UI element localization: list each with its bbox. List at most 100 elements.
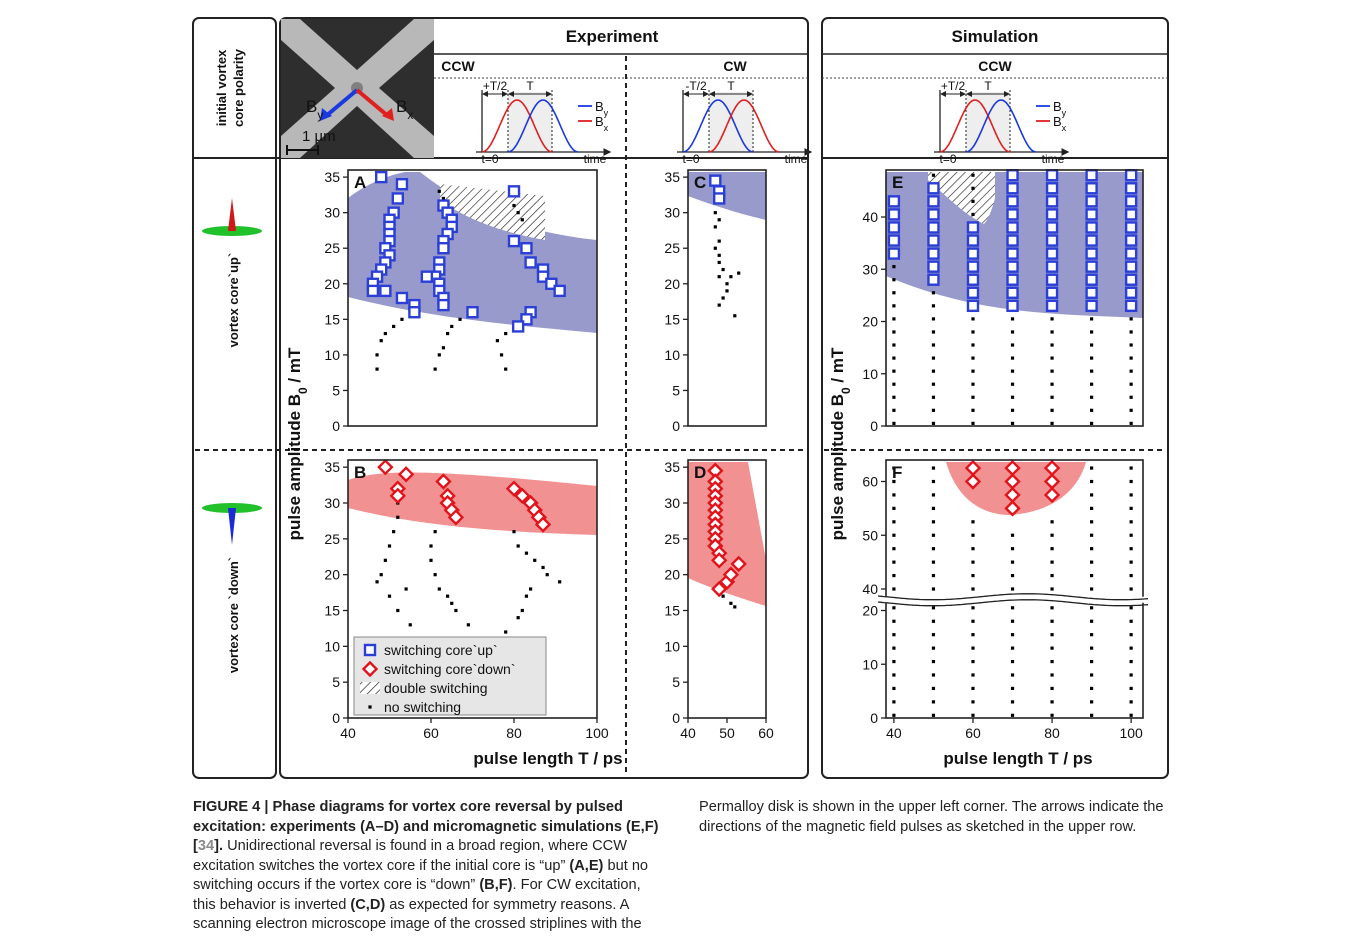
caption-segment: as expected for symmetry reasons. A scan…	[193, 799, 1164, 932]
no-switch-point	[1090, 646, 1094, 650]
y-tick-label: 25	[324, 240, 340, 256]
y-tick-label: 5	[672, 674, 680, 690]
no-switch-point	[1050, 533, 1054, 537]
no-switch-point	[1090, 408, 1094, 412]
switch-up-point	[927, 221, 940, 234]
shift-label: +T/2	[941, 79, 966, 93]
y-tick-label: 15	[664, 311, 680, 327]
switch-up-point	[507, 185, 521, 198]
no-switch-point	[1129, 659, 1133, 664]
no-switch-point	[931, 520, 936, 524]
y-tick-label: 35	[324, 169, 340, 185]
panel-label: B	[354, 463, 366, 482]
no-switch-point	[971, 382, 975, 386]
no-switch-point	[892, 265, 896, 269]
x-axis-label: pulse length T / ps	[943, 749, 1092, 768]
core-up-icon	[202, 198, 262, 236]
panel-frame	[347, 169, 598, 427]
direction-label: CW	[723, 58, 747, 74]
y-tick-label: 15	[324, 603, 340, 619]
pulse-second	[965, 99, 1037, 153]
no-switch-point	[892, 587, 896, 591]
y-tick-label: 10	[324, 638, 340, 654]
no-switch-point	[520, 218, 524, 222]
no-switch-point	[892, 673, 896, 677]
row-label-frame	[192, 17, 277, 779]
y-axis-label-part: 0	[839, 387, 853, 394]
no-switch-point	[504, 367, 508, 371]
no-switch-point	[1090, 619, 1094, 623]
caption-segment: ].	[214, 838, 224, 854]
no-switch-point	[1050, 573, 1054, 578]
y-tick-label: 10	[664, 638, 680, 654]
no-switch-point	[729, 275, 733, 279]
no-switch-point	[466, 623, 470, 627]
no-switch-point	[441, 196, 446, 201]
no-switch-point	[379, 339, 383, 343]
switch-up-point	[709, 174, 722, 187]
period-label: T	[984, 79, 992, 93]
no-switch-point	[892, 278, 896, 282]
x-tick-label: 50	[719, 725, 735, 741]
simulation-frame	[821, 17, 1169, 779]
no-switch-point	[512, 203, 516, 208]
switch-up-point	[1045, 247, 1059, 260]
no-switch-point	[1010, 369, 1015, 373]
sketch-shade	[508, 92, 552, 152]
sketch-bx: Bx	[595, 114, 609, 133]
x-tick-label: 40	[886, 725, 902, 741]
axis-break	[877, 593, 1149, 601]
no-switch-point	[1050, 421, 1054, 425]
no-switch-point	[1090, 673, 1094, 677]
no-switch-point	[892, 547, 896, 551]
no-switch-point	[1090, 547, 1094, 551]
switch-up-point	[536, 270, 550, 283]
row-label: vortex core `down`	[226, 557, 241, 673]
switch-up-point	[545, 277, 558, 290]
sem-bx-label-part: B	[396, 97, 407, 116]
y-tick-label: 0	[672, 418, 680, 434]
no-switch-point	[931, 587, 936, 591]
switch-down-point	[435, 473, 452, 490]
switch-up-point	[1045, 221, 1059, 234]
switch-up-point	[520, 313, 533, 326]
no-switch-point	[1050, 659, 1054, 664]
no-switch-point	[971, 646, 975, 650]
no-switch-point	[1010, 395, 1015, 399]
no-switch-point	[1050, 633, 1054, 637]
double-switch-region	[928, 172, 995, 224]
switch-up-point	[1045, 273, 1059, 286]
pulse-second	[708, 99, 780, 153]
sketch-bx-part: x	[604, 123, 609, 133]
no-switch-point	[729, 601, 733, 605]
no-switch-point	[892, 493, 896, 497]
y-tick-label: 5	[332, 382, 340, 398]
switch-up-point	[1006, 169, 1019, 182]
no-switch-point	[1010, 382, 1015, 386]
caption: FIGURE 4 | Phase diagrams for vortex cor…	[193, 798, 1165, 938]
no-switch-point	[971, 533, 975, 537]
no-switch-point	[392, 530, 396, 534]
no-switch-point	[971, 421, 975, 425]
caption-segment: FIGURE 4 | Phase diagrams for vortex cor…	[193, 799, 659, 854]
switch-up-point	[1085, 299, 1098, 313]
no-switch-point	[1090, 493, 1094, 497]
no-switch-point	[971, 317, 975, 321]
switch-up-point	[966, 234, 980, 247]
y-tick-label: 10	[324, 347, 340, 363]
time-label: time	[1042, 152, 1065, 166]
direction-label: CCW	[978, 58, 1012, 74]
y-axis-label: pulse amplitude B0 / mT	[285, 347, 310, 540]
experiment-title: Experiment	[566, 27, 659, 46]
no-switch-point	[717, 239, 721, 243]
no-switch-point	[1010, 560, 1015, 564]
no-switch-point	[1050, 713, 1054, 717]
sem-by-label: By	[306, 97, 323, 122]
no-switch-point	[1090, 479, 1094, 484]
y-tick-label: 30	[324, 205, 340, 221]
caption-segment: but no switching occurs if the vortex co…	[193, 857, 649, 894]
switch-up-point	[927, 195, 940, 208]
switch-up-point	[1085, 221, 1098, 234]
no-switch-point	[1050, 646, 1054, 650]
